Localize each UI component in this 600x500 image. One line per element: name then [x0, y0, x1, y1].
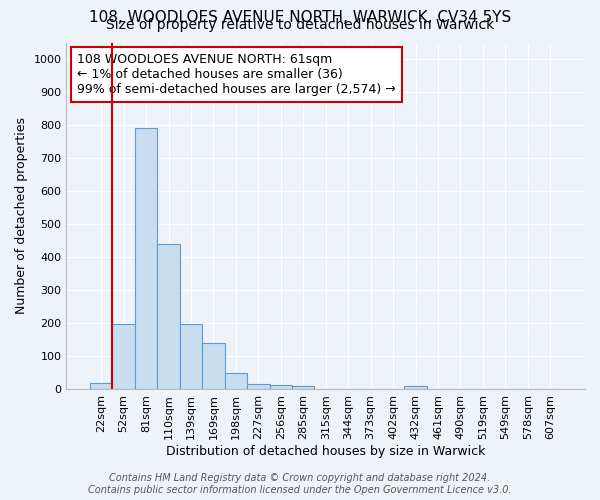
- Bar: [157, 244, 180, 389]
- Bar: [269, 386, 292, 389]
- Bar: [112, 324, 135, 389]
- Bar: [135, 128, 157, 389]
- Bar: [90, 383, 112, 389]
- Bar: [292, 386, 314, 389]
- Text: 108 WOODLOES AVENUE NORTH: 61sqm
← 1% of detached houses are smaller (36)
99% of: 108 WOODLOES AVENUE NORTH: 61sqm ← 1% of…: [77, 53, 395, 96]
- Bar: [180, 324, 202, 389]
- Bar: [247, 384, 269, 389]
- Y-axis label: Number of detached properties: Number of detached properties: [15, 117, 28, 314]
- Bar: [224, 373, 247, 389]
- Text: 108, WOODLOES AVENUE NORTH, WARWICK, CV34 5YS: 108, WOODLOES AVENUE NORTH, WARWICK, CV3…: [89, 10, 511, 25]
- Text: Size of property relative to detached houses in Warwick: Size of property relative to detached ho…: [106, 18, 494, 32]
- Bar: [404, 386, 427, 389]
- Text: Contains HM Land Registry data © Crown copyright and database right 2024.
Contai: Contains HM Land Registry data © Crown c…: [88, 474, 512, 495]
- Bar: [202, 343, 224, 389]
- X-axis label: Distribution of detached houses by size in Warwick: Distribution of detached houses by size …: [166, 444, 485, 458]
